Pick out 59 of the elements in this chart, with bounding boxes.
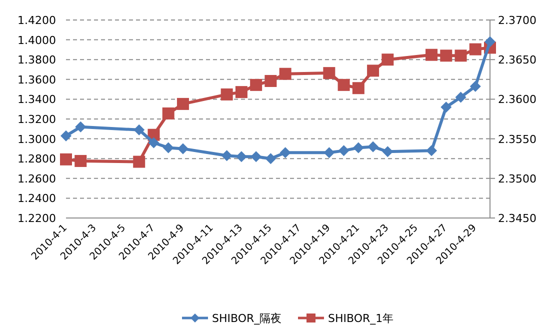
point [382,146,394,158]
point [279,68,292,80]
point [264,74,277,87]
y-tick-label: 1.2600 [18,172,56,186]
point [162,107,174,120]
y-tick-label: 1.2400 [18,192,56,206]
point [470,80,481,92]
y2-tick-label: 2.3600 [498,93,536,106]
point [382,54,394,66]
point [455,92,466,103]
y-tick-label: 1.3600 [18,73,56,86]
point [250,78,262,91]
y-tick-label: 1.2800 [18,152,56,166]
point [368,141,379,152]
legend-label: SHIBOR_隔夜 [212,312,282,325]
y-tick-label: 1.3000 [18,132,56,146]
point [176,98,189,110]
point [426,145,438,156]
y-tick-label: 1.2200 [18,212,56,225]
point [440,102,452,113]
point [60,153,72,166]
point [220,88,233,100]
y-tick-label: 1.3800 [18,54,56,67]
point [265,153,276,164]
point [280,147,291,158]
y-tick-label: 1.4000 [18,34,56,47]
point [367,64,380,77]
point [134,124,145,136]
point [323,67,336,80]
legend-label: SHIBOR_1年 [328,312,394,325]
point [133,156,146,168]
point [75,121,86,132]
y2-tick-label: 2.3450 [498,212,536,225]
point [454,50,467,62]
point [426,48,438,61]
point [74,154,87,167]
point [352,142,364,154]
point [352,82,364,94]
point [484,36,496,48]
y2-tick-label: 2.3700 [498,14,536,27]
point [469,43,482,56]
y2-tick-label: 2.3550 [498,132,536,146]
point [148,137,160,148]
y-tick-label: 1.3400 [18,93,56,106]
point [338,145,350,156]
y2-tick-label: 2.3500 [498,172,536,186]
point [177,143,188,154]
point [338,78,350,91]
y2-tick-label: 2.3650 [498,54,536,67]
point [440,50,452,62]
point [250,151,262,162]
point [162,142,174,154]
point [221,150,232,162]
y-tick-label: 1.3200 [18,113,56,126]
point [60,130,72,142]
point [324,147,335,158]
point [235,86,248,98]
point [236,151,247,162]
y-tick-label: 1.4200 [18,14,56,27]
